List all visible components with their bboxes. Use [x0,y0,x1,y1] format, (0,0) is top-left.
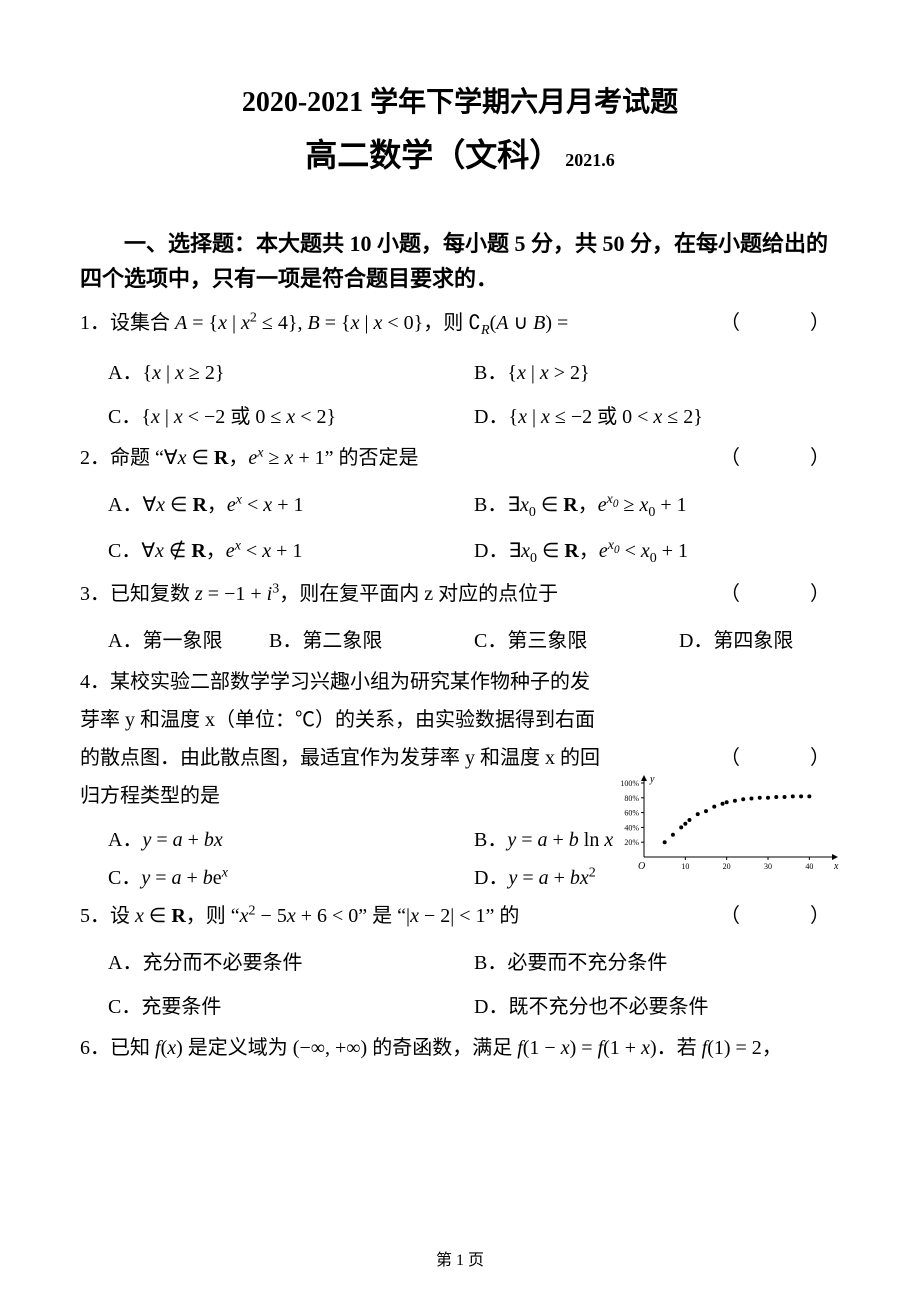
q1-opt-d: D．{x | x ≤ −2 或 0 < x ≤ 2} [474,395,840,439]
q5-opt-d: D．既不充分也不必要条件 [474,985,840,1029]
exam-date: 2021.6 [565,150,615,170]
answer-paren: （ ） [720,575,840,613]
exam-title-line2-wrap: 高二数学（文科） 2021.6 [80,130,840,176]
q2-opt-c: C．∀x ∉ R，ex < x + 1 [108,529,474,575]
q3-opt-d: D．第四象限 [679,619,840,663]
q3-prefix: 已知复数 [110,583,195,605]
q1-options: A．{x | x ≥ 2} B．{x | x > 2} C．{x | x < −… [80,351,840,439]
q1-opt-a: A．{x | x ≥ 2} [108,351,474,395]
q1-prefix: 设集合 [110,312,175,334]
q6-number: 6． [80,1037,110,1059]
q3-number: 3． [80,583,110,605]
svg-text:60%: 60% [624,809,639,818]
q3-options: A．第一象限 B．第二象限 C．第三象限 D．第四象限 [80,619,840,663]
question-3: 3．已知复数 z = −1 + i3，则在复平面内 z 对应的点位于 （ ） [80,575,840,613]
svg-text:40%: 40% [624,823,639,832]
question-6: 6．已知 f(x) 是定义域为 (−∞, +∞) 的奇函数，满足 f(1 − x… [80,1029,840,1067]
q2-opt-a: A．∀x ∈ R，ex < x + 1 [108,483,474,529]
answer-paren: （ ） [720,739,840,777]
q1-opt-c: C．{x | x < −2 或 0 ≤ x < 2} [108,395,474,439]
q4-text: 某校实验二部数学学习兴趣小组为研究某作物种子的发芽率 y 和温度 x（单位：℃）… [80,671,600,807]
q2-number: 2． [80,447,110,469]
q4-opt-c: C．y = a + bex [108,859,474,897]
question-5: 5．设 x ∈ R，则 “x2 − 5x + 6 < 0” 是 “|x − 2|… [80,897,840,935]
svg-text:O: O [638,861,645,872]
answer-paren: （ ） [720,439,840,477]
q5-number: 5． [80,905,110,927]
q5-opt-c: C．充要条件 [108,985,474,1029]
svg-text:80%: 80% [624,794,639,803]
q3-opt-c: C．第三象限 [474,619,679,663]
q4-number: 4． [80,671,110,693]
q1-complement: ∁ [468,312,481,334]
svg-text:20%: 20% [624,838,639,847]
q4-opt-a: A．y = a + bx [108,821,474,859]
page-footer: 第 1 页 [0,1246,920,1270]
svg-text:y: y [649,775,655,785]
svg-text:x: x [833,861,839,872]
q2-opt-b: B．∃x0 ∈ R，ex0 ≥ x0 + 1 [474,483,840,529]
svg-text:20: 20 [723,862,731,871]
q5-options: A．充分而不必要条件 B．必要而不充分条件 C．充要条件 D．既不充分也不必要条… [80,941,840,1029]
q3-opt-b: B．第二象限 [269,619,474,663]
q5-opt-b: B．必要而不充分条件 [474,941,840,985]
q5-opt-a: A．充分而不必要条件 [108,941,474,985]
q3-opt-a: A．第一象限 [108,619,269,663]
svg-text:10: 10 [681,862,689,871]
scatter-plot: 20% 40% 60% 80% 100% 10 20 30 40 Ox y [610,775,840,875]
section-header: 一、选择题：本大题共 10 小题，每小题 5 分，共 50 分，在每小题给出的四… [80,226,840,296]
q1-math: A = {x | x2 ≤ 4}, B = {x | x < 0} [175,312,423,334]
q1-number: 1． [80,312,110,334]
q1-opt-b: B．{x | x > 2} [474,351,840,395]
q2-opt-d: D．∃x0 ∈ R，ex0 < x0 + 1 [474,529,840,575]
exam-title-line1: 2020-2021 学年下学期六月月考试题 [80,80,840,120]
exam-title-line2: 高二数学（文科） [305,130,561,176]
svg-text:100%: 100% [620,779,639,788]
svg-text:30: 30 [764,862,772,871]
answer-paren: （ ） [720,897,840,935]
question-1: 1．设集合 A = {x | x2 ≤ 4}, B = {x | x < 0}，… [80,304,840,345]
answer-paren: （ ） [720,304,840,342]
q2-options: A．∀x ∈ R，ex < x + 1 B．∃x0 ∈ R，ex0 ≥ x0 +… [80,483,840,575]
q3-suffix: ，则在复平面内 z 对应的点位于 [279,583,558,605]
question-2: 2．命题 “∀x ∈ R，ex ≥ x + 1” 的否定是 （ ） [80,439,840,477]
svg-text:40: 40 [805,862,813,871]
